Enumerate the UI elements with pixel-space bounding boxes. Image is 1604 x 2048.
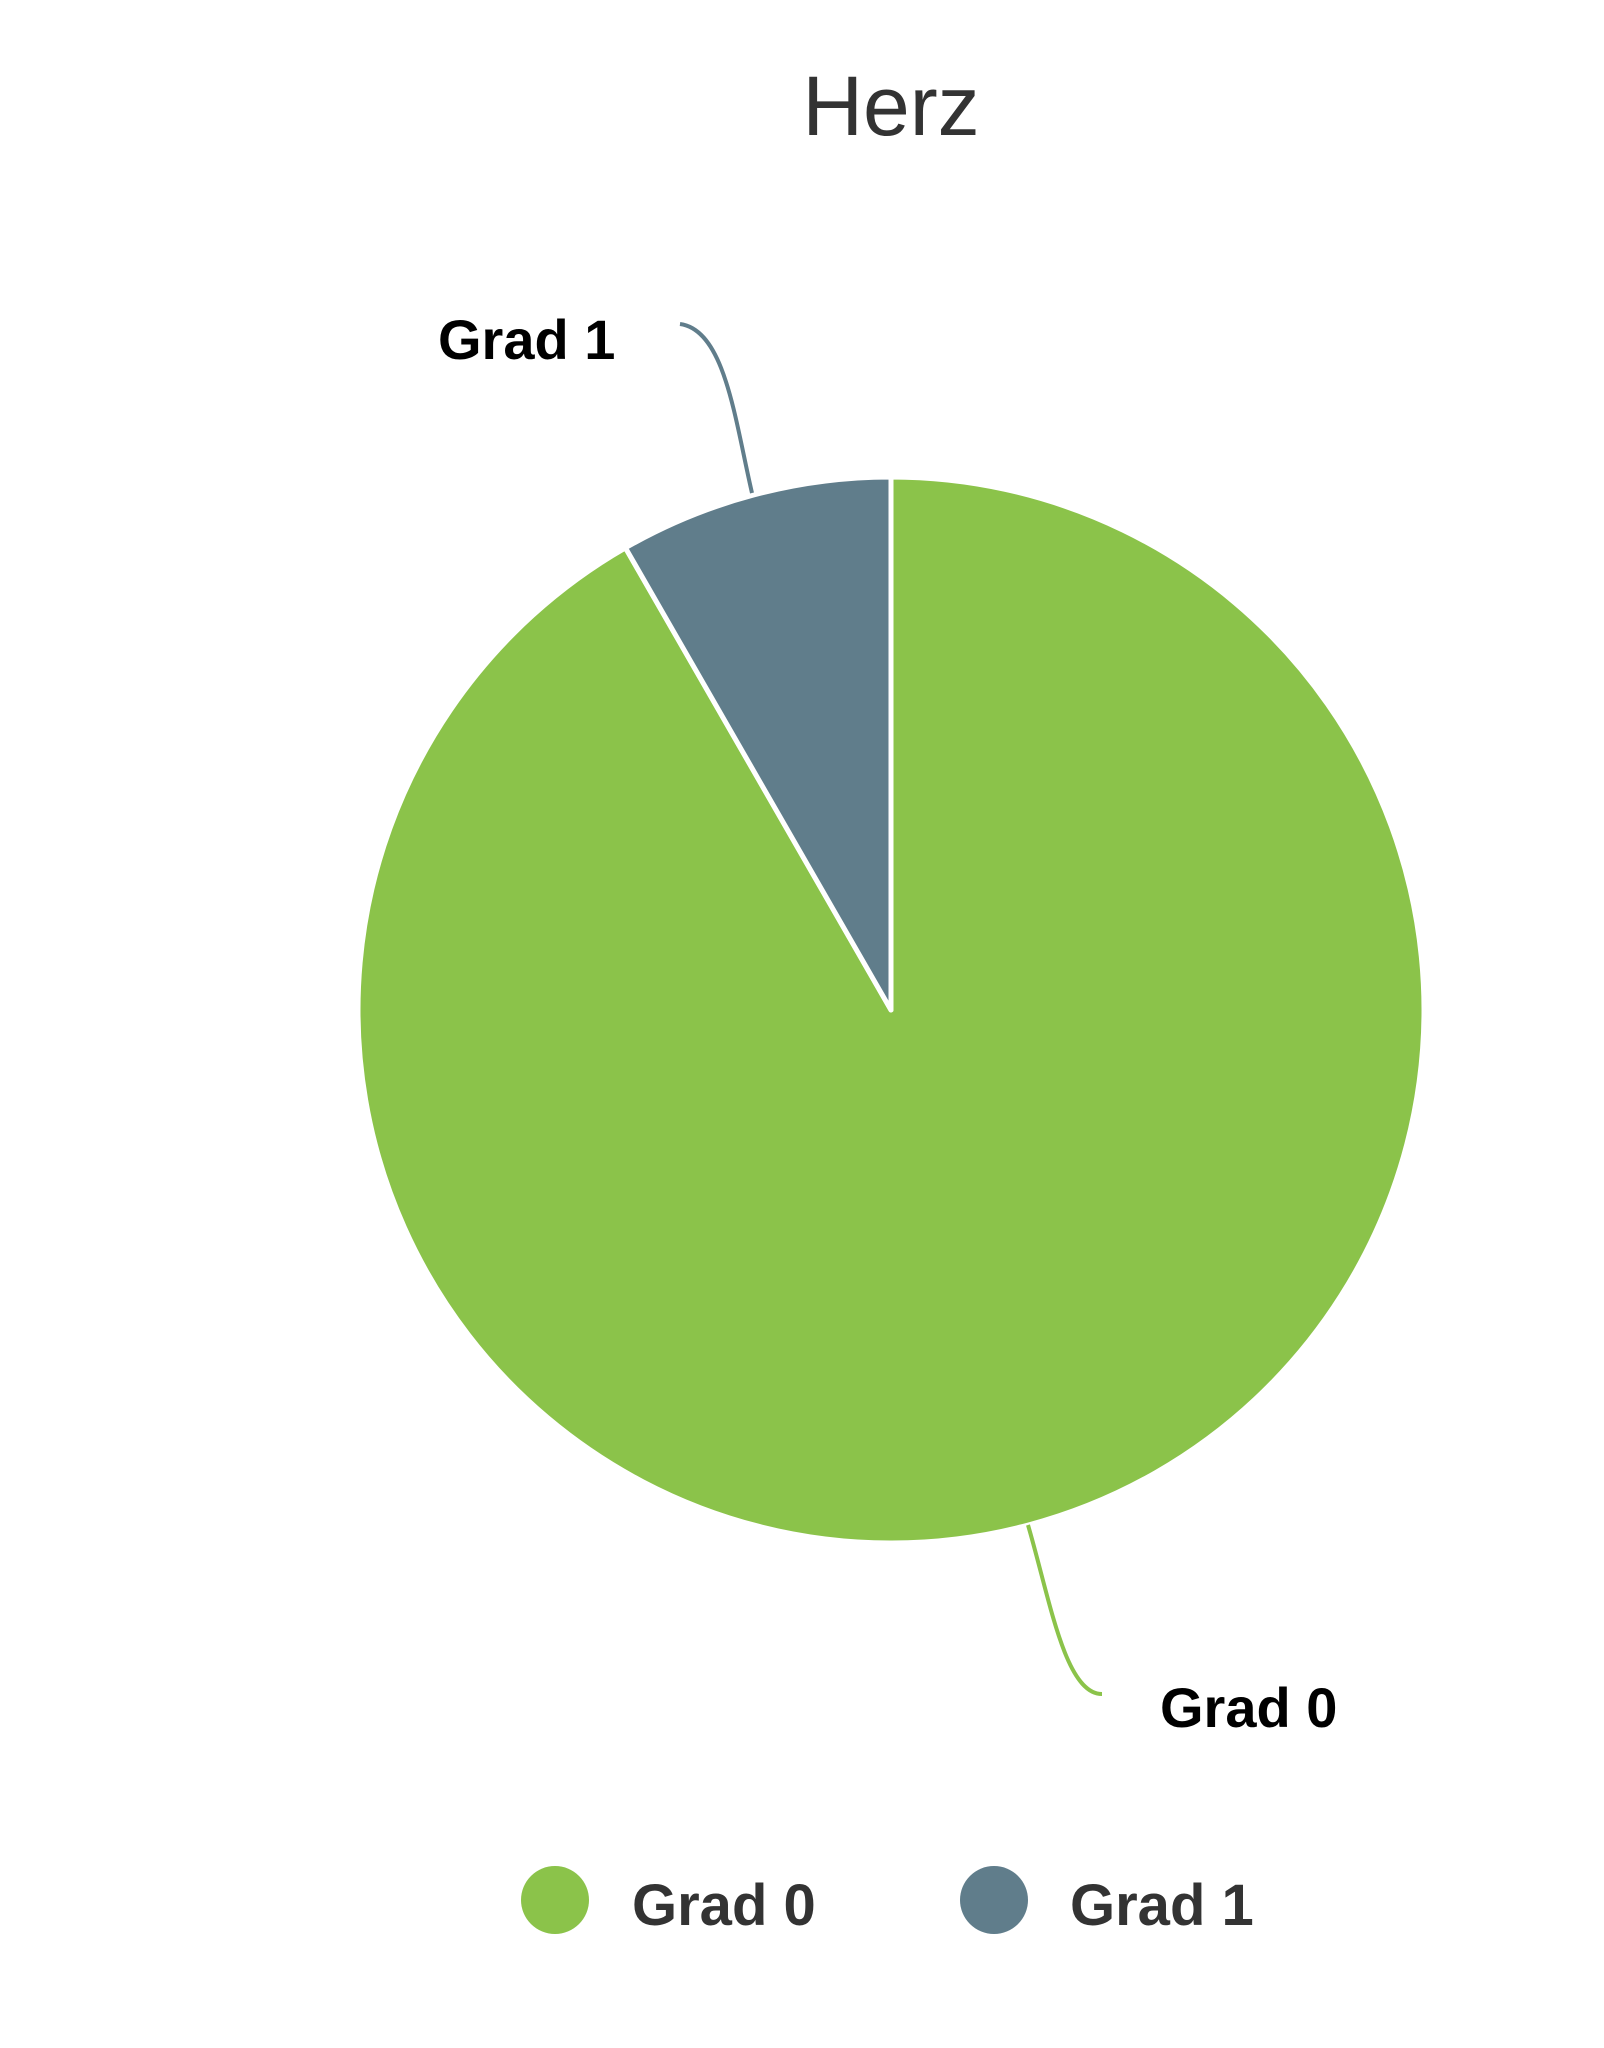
data-label-grad-0: Grad 0: [1160, 1676, 1337, 1739]
chart-title: Herz: [802, 59, 979, 153]
legend-marker-grad-0: [521, 1866, 589, 1934]
legend: Grad 0 Grad 1: [521, 1866, 1254, 1938]
leader-line-grad-1: [679, 322, 754, 494]
legend-item-grad-0[interactable]: Grad 0: [521, 1866, 816, 1938]
pie-slice-grad-1[interactable]: [622, 474, 894, 1013]
data-label-grad-1: Grad 1: [438, 308, 615, 371]
pie-slices: [355, 474, 1427, 1546]
leader-line-grad-0: [1026, 1524, 1103, 1696]
legend-marker-grad-1: [960, 1866, 1028, 1934]
legend-item-grad-1[interactable]: Grad 1: [960, 1866, 1254, 1938]
legend-label-grad-0: Grad 0: [632, 1873, 816, 1938]
legend-label-grad-1: Grad 1: [1070, 1873, 1254, 1938]
